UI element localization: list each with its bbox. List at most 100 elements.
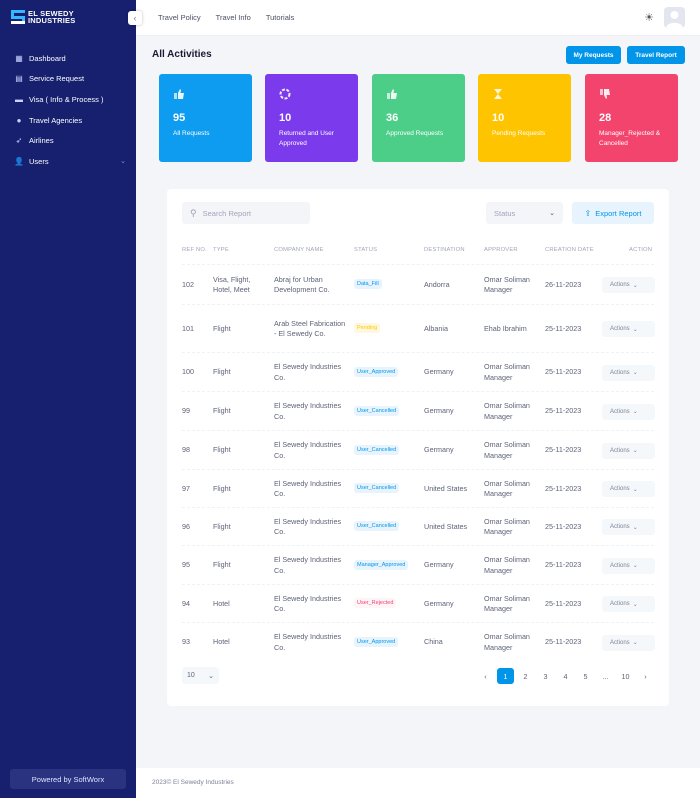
sidebar: EL SEWEDY INDUSTRIES ▦ Dashboard ▤ Servi…	[0, 0, 136, 798]
destination-cell: Germany	[424, 445, 454, 455]
table-row[interactable]: 96 Flight El Sewedy Industries Co. User_Can…	[182, 507, 655, 545]
page-ellipsis: ...	[602, 671, 609, 681]
page-10-button[interactable]: 10	[621, 671, 630, 681]
stat-card-approved-requests[interactable]: 36 Approved Requests	[372, 74, 465, 162]
topnav-tutorials[interactable]: Tutorials	[265, 13, 295, 22]
stat-card-returned-user-approved[interactable]: 10 Returned and User Approved	[265, 74, 358, 162]
actions-button[interactable]: Actions ⌄	[602, 519, 655, 535]
table-row[interactable]: 101 Flight Arab Steel Fabrication - El Sew…	[182, 304, 655, 352]
sidebar-collapse-button[interactable]: ‹	[128, 11, 142, 25]
prev-page-button[interactable]: ‹	[477, 668, 494, 684]
search-field[interactable]: ⚲	[182, 202, 310, 224]
theme-toggle-sun-icon[interactable]: ☀	[644, 12, 654, 24]
status-badge: User_Approved	[354, 636, 399, 647]
sidebar-item-users[interactable]: 👤 Users ⌄	[14, 151, 126, 172]
topnav-travel-policy[interactable]: Travel Policy	[158, 13, 201, 22]
stat-card-pending-requests[interactable]: 10 Pending Requests	[478, 74, 571, 162]
actions-button[interactable]: Actions ⌄	[602, 481, 655, 497]
stat-card-manager-rejected-cancelled[interactable]: 28 Manager_Rejected & Cancelled	[585, 74, 678, 162]
page-4-button[interactable]: 4	[563, 671, 568, 681]
actions-button[interactable]: Actions ⌄	[602, 634, 655, 651]
page-size-select[interactable]: 10 ⌄	[182, 667, 219, 684]
chevron-down-icon: ⌄	[208, 672, 214, 680]
stat-label: Pending Requests	[492, 130, 546, 137]
avatar[interactable]	[664, 7, 685, 28]
sidebar-item-label: Users	[29, 156, 49, 166]
page-1-button[interactable]: 1	[497, 668, 514, 684]
actions-button[interactable]: Actions ⌄	[602, 442, 655, 459]
col-status[interactable]: STATUS	[354, 247, 378, 253]
actions-button[interactable]: Actions ⌄	[602, 403, 655, 420]
sidebar-item-travel-agencies[interactable]: ● Travel Agencies	[14, 110, 126, 131]
stat-value: 10	[492, 112, 505, 124]
ref-no-cell: 101	[182, 323, 194, 333]
sidebar-item-dashboard[interactable]: ▦ Dashboard	[14, 48, 126, 69]
col-action: ACTION	[629, 247, 653, 253]
spinner-icon	[279, 88, 291, 100]
status-badge: User_Approved	[354, 366, 399, 377]
chevron-down-icon: ⌄	[632, 563, 638, 569]
table-row[interactable]: 102 Visa, Flight, Hotel, Meet Abraj for Ur…	[182, 264, 655, 304]
sidebar-item-label: Visa ( Info & Process )	[29, 94, 104, 104]
table-row[interactable]: 98 Flight El Sewedy Industries Co. User_Can…	[182, 430, 655, 469]
sidebar-item-service-request[interactable]: ▤ Service Request	[14, 69, 126, 90]
actions-button[interactable]: Actions ⌄	[602, 321, 655, 337]
chevron-down-icon: ⌄	[632, 448, 638, 454]
table-row[interactable]: 99 Flight El Sewedy Industries Co. User_Can…	[182, 391, 655, 430]
company-cell: El Sewedy Industries Co.	[274, 478, 342, 499]
col-type[interactable]: TYPE	[213, 247, 229, 253]
col-approver[interactable]: APPROVER	[484, 247, 518, 253]
page-3-button[interactable]: 3	[543, 671, 548, 681]
powered-by[interactable]: Powered by SoftWorx	[10, 769, 126, 789]
thumbs-up-icon	[386, 88, 398, 100]
col-destination[interactable]: DESTINATION	[424, 247, 465, 253]
airlines-icon: ➶	[15, 136, 23, 146]
col-company-name[interactable]: COMPANY NAME	[274, 247, 324, 253]
search-icon: ⚲	[190, 207, 197, 218]
page-5-button[interactable]: 5	[583, 671, 588, 681]
creation-date-cell: 25-11-2023	[545, 560, 582, 570]
page-2-button[interactable]: 2	[523, 671, 528, 681]
search-input[interactable]	[202, 208, 298, 218]
sidebar-item-airlines[interactable]: ➶ Airlines	[14, 130, 126, 151]
stat-value: 28	[599, 112, 612, 124]
brand-logo[interactable]: EL SEWEDY INDUSTRIES	[11, 10, 75, 24]
table-row[interactable]: 95 Flight El Sewedy Industries Co. Manager_…	[182, 545, 655, 584]
status-select[interactable]: Status ⌄	[486, 202, 563, 224]
my-requests-button[interactable]: My Requests	[566, 46, 621, 64]
creation-date-cell: 26-11-2023	[545, 279, 582, 289]
table-row[interactable]: 100 Flight El Sewedy Industries Co. User_Ap…	[182, 352, 655, 391]
thumbs-down-icon	[599, 88, 611, 100]
users-icon: 👤	[14, 156, 24, 166]
table-row[interactable]: 94 Hotel El Sewedy Industries Co. User_Reje…	[182, 584, 655, 622]
export-report-button[interactable]: ⇪ Export Report	[572, 202, 654, 224]
actions-button[interactable]: Actions ⌄	[602, 364, 655, 381]
topnav-travel-info[interactable]: Travel Info	[215, 13, 251, 22]
stat-card-all-requests[interactable]: 95 All Requests	[159, 74, 252, 162]
travel-report-button[interactable]: Travel Report	[627, 46, 685, 64]
status-badge: User_Cancelled	[354, 521, 400, 531]
page-size-value: 10	[187, 672, 195, 679]
actions-button[interactable]: Actions ⌄	[602, 557, 655, 574]
chevron-right-icon: ›	[644, 671, 647, 681]
user-silhouette-icon	[664, 7, 685, 28]
next-page-button[interactable]: ›	[637, 668, 654, 684]
status-select-placeholder: Status	[494, 208, 516, 218]
actions-button[interactable]: Actions ⌄	[602, 277, 655, 293]
status-badge: User_Cancelled	[354, 444, 400, 455]
chevron-down-icon: ⌄	[632, 282, 638, 289]
actions-label: Actions	[610, 524, 630, 530]
col-creation-date[interactable]: CREATION DATE	[545, 247, 594, 253]
company-cell: El Sewedy Industries Co.	[274, 362, 342, 382]
sidebar-item-visa[interactable]: ▬ Visa ( Info & Process )	[14, 89, 126, 110]
col-ref-no[interactable]: REF NO.	[182, 247, 207, 253]
brand-name: EL SEWEDY INDUSTRIES	[28, 9, 76, 25]
type-cell: Flight	[213, 521, 231, 531]
destination-cell: Albania	[424, 323, 448, 333]
destination-cell: United States	[424, 521, 468, 531]
table-row[interactable]: 93 Hotel El Sewedy Industries Co. User_Appr…	[182, 622, 655, 661]
logo-mark-icon	[11, 10, 25, 24]
type-cell: Flight	[213, 560, 231, 570]
actions-button[interactable]: Actions ⌄	[602, 596, 655, 612]
table-row[interactable]: 97 Flight El Sewedy Industries Co. User_Can…	[182, 469, 655, 507]
